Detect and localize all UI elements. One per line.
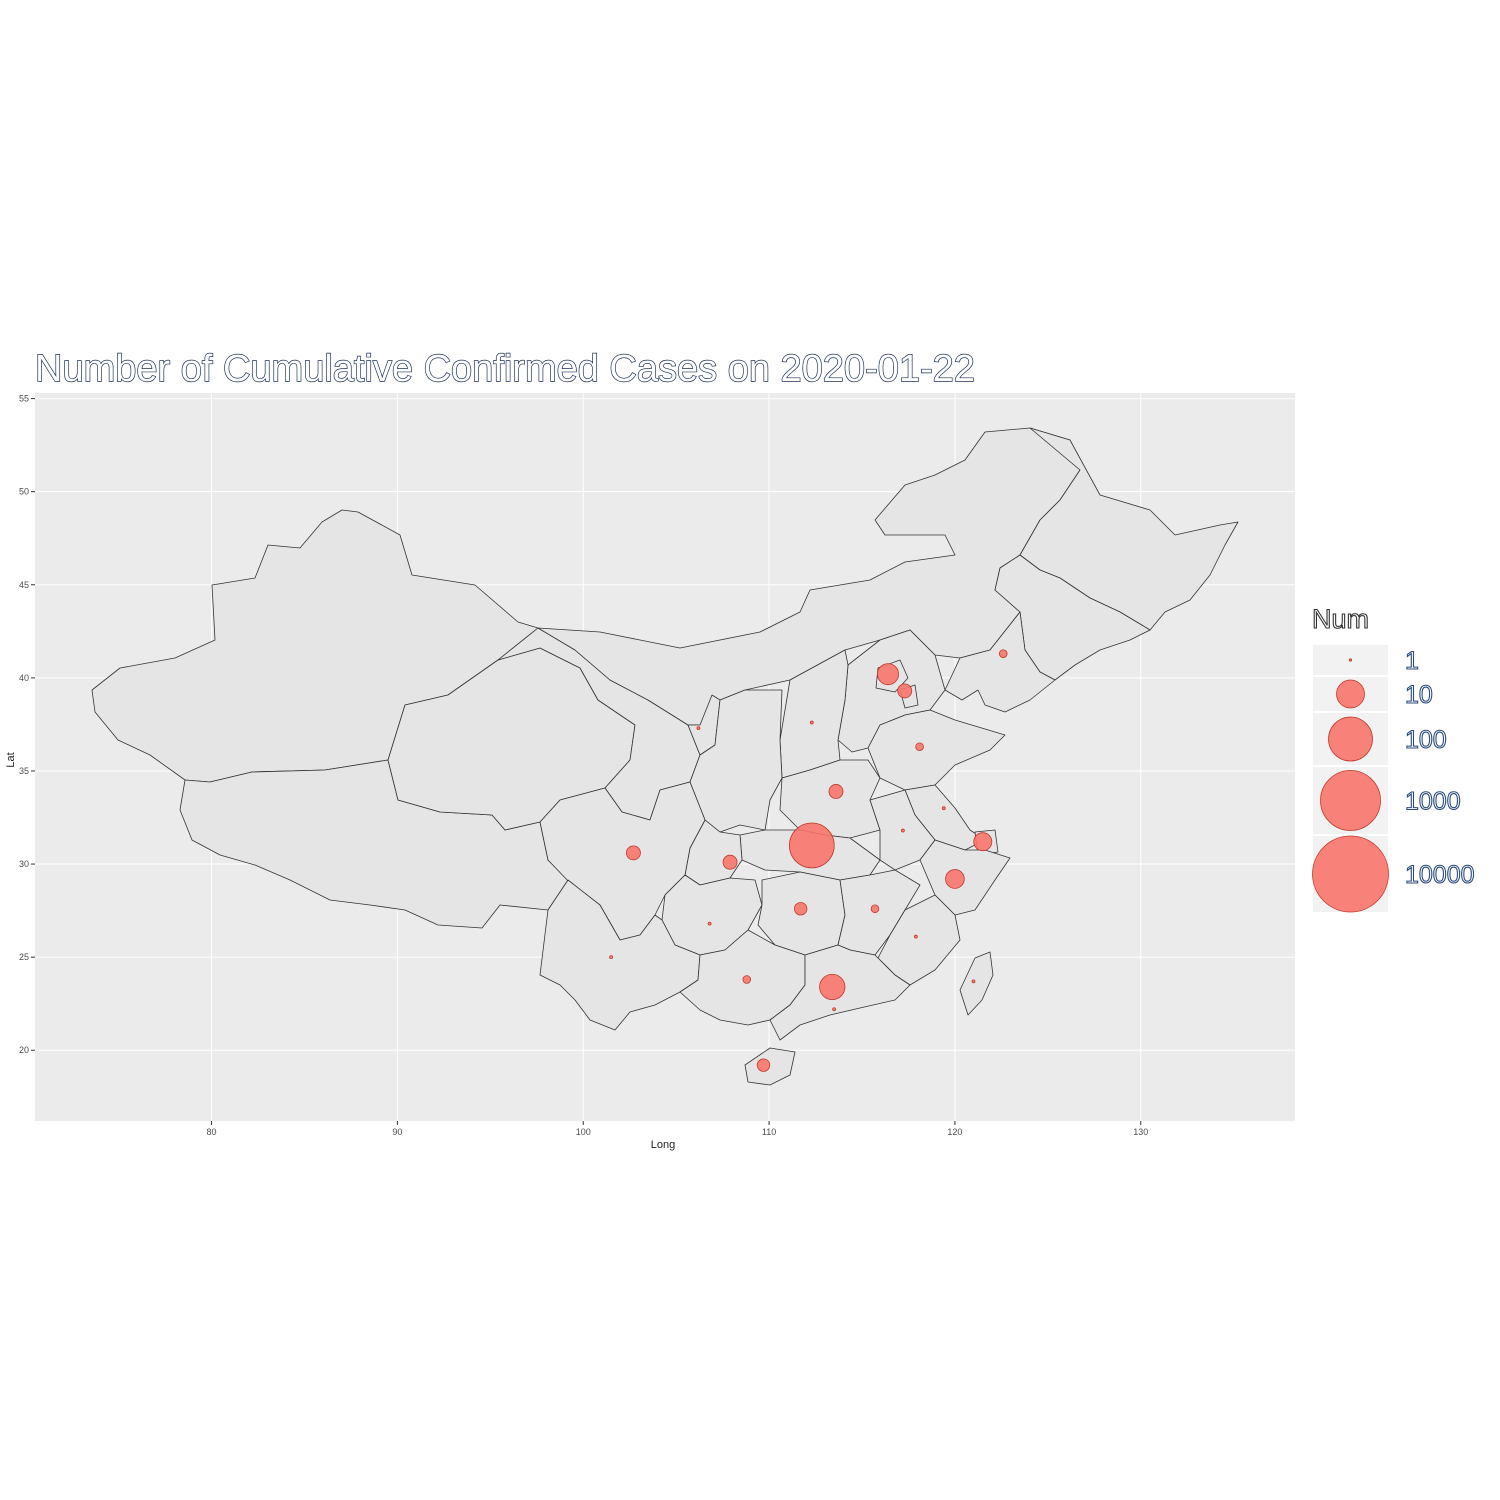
region-taiwan: [959, 951, 994, 1016]
region-jilin: [994, 554, 1151, 681]
y-tick-label: 35: [19, 766, 29, 776]
legend-keys: 1 10 100 1000 10000: [1312, 645, 1475, 913]
case-bubble: [707, 921, 712, 926]
case-bubble: [609, 955, 614, 960]
case-bubble: [809, 720, 814, 725]
y-tick-label: 55: [19, 394, 29, 404]
y-tick-label: 25: [19, 952, 29, 962]
y-tick-label: 20: [19, 1045, 29, 1055]
y-axis-title: Lat: [5, 752, 17, 767]
case-bubble: [998, 649, 1008, 658]
legend-key-bubble: [1328, 716, 1373, 762]
legend-key-label: 10: [1405, 681, 1433, 709]
legend-title: Num: [1312, 604, 1369, 634]
case-bubble: [971, 979, 976, 984]
case-bubble: [722, 854, 738, 870]
case-bubble: [788, 822, 835, 869]
case-bubble: [915, 742, 924, 752]
legend-key-bubble: [1320, 770, 1381, 831]
case-bubble: [696, 726, 701, 731]
legend-key-bubble: [1348, 658, 1353, 662]
legend-key-label: 1: [1405, 647, 1419, 675]
case-bubble: [900, 828, 905, 833]
y-tick-label: 40: [19, 673, 29, 683]
x-tick-label: 130: [1133, 1127, 1148, 1137]
x-tick-label: 110: [762, 1127, 776, 1137]
case-bubble: [945, 869, 965, 889]
case-bubble: [870, 904, 880, 914]
y-tick-label: 50: [19, 487, 29, 497]
region-shandong: [867, 709, 1006, 791]
case-bubble: [877, 663, 899, 686]
region-shaanxi: [689, 689, 783, 833]
y-tick-label: 30: [19, 859, 29, 869]
chart-title: Number of Cumulative Confirmed Cases on …: [35, 348, 975, 390]
legend-key-label: 1000: [1405, 788, 1461, 816]
x-axis-title: Long: [651, 1139, 675, 1151]
legend-key-label: 100: [1405, 726, 1447, 754]
x-tick-label: 100: [576, 1127, 591, 1137]
x-tick-label: 120: [947, 1127, 962, 1137]
legend-key-bubble: [1312, 835, 1389, 913]
case-bubble: [832, 1007, 837, 1012]
legend-key-label: 10000: [1405, 861, 1475, 889]
case-bubble: [941, 806, 946, 811]
case-bubble: [756, 1058, 771, 1072]
case-bubble: [742, 975, 752, 984]
case-bubble: [913, 934, 918, 939]
case-bubble: [819, 973, 846, 1001]
case-bubble: [828, 784, 844, 799]
legend-key-bubble: [1336, 679, 1365, 709]
bubble-layer: [609, 649, 1008, 1072]
y-tick-label: 45: [19, 580, 29, 590]
region-heilongjiang: [1019, 427, 1239, 631]
case-bubble: [897, 683, 913, 699]
x-tick-label: 80: [207, 1127, 217, 1137]
case-bubble: [794, 902, 808, 916]
case-bubble: [973, 832, 993, 852]
region-liaoning: [944, 611, 1056, 713]
size-legend: Num 1 10 100 1000 10000: [1311, 603, 1475, 913]
x-tick-label: 90: [392, 1127, 402, 1137]
case-bubble: [625, 845, 641, 861]
axes: 80 90 100 110 120 130 20 25 30 35 40 45 50 55: [19, 394, 1148, 1137]
